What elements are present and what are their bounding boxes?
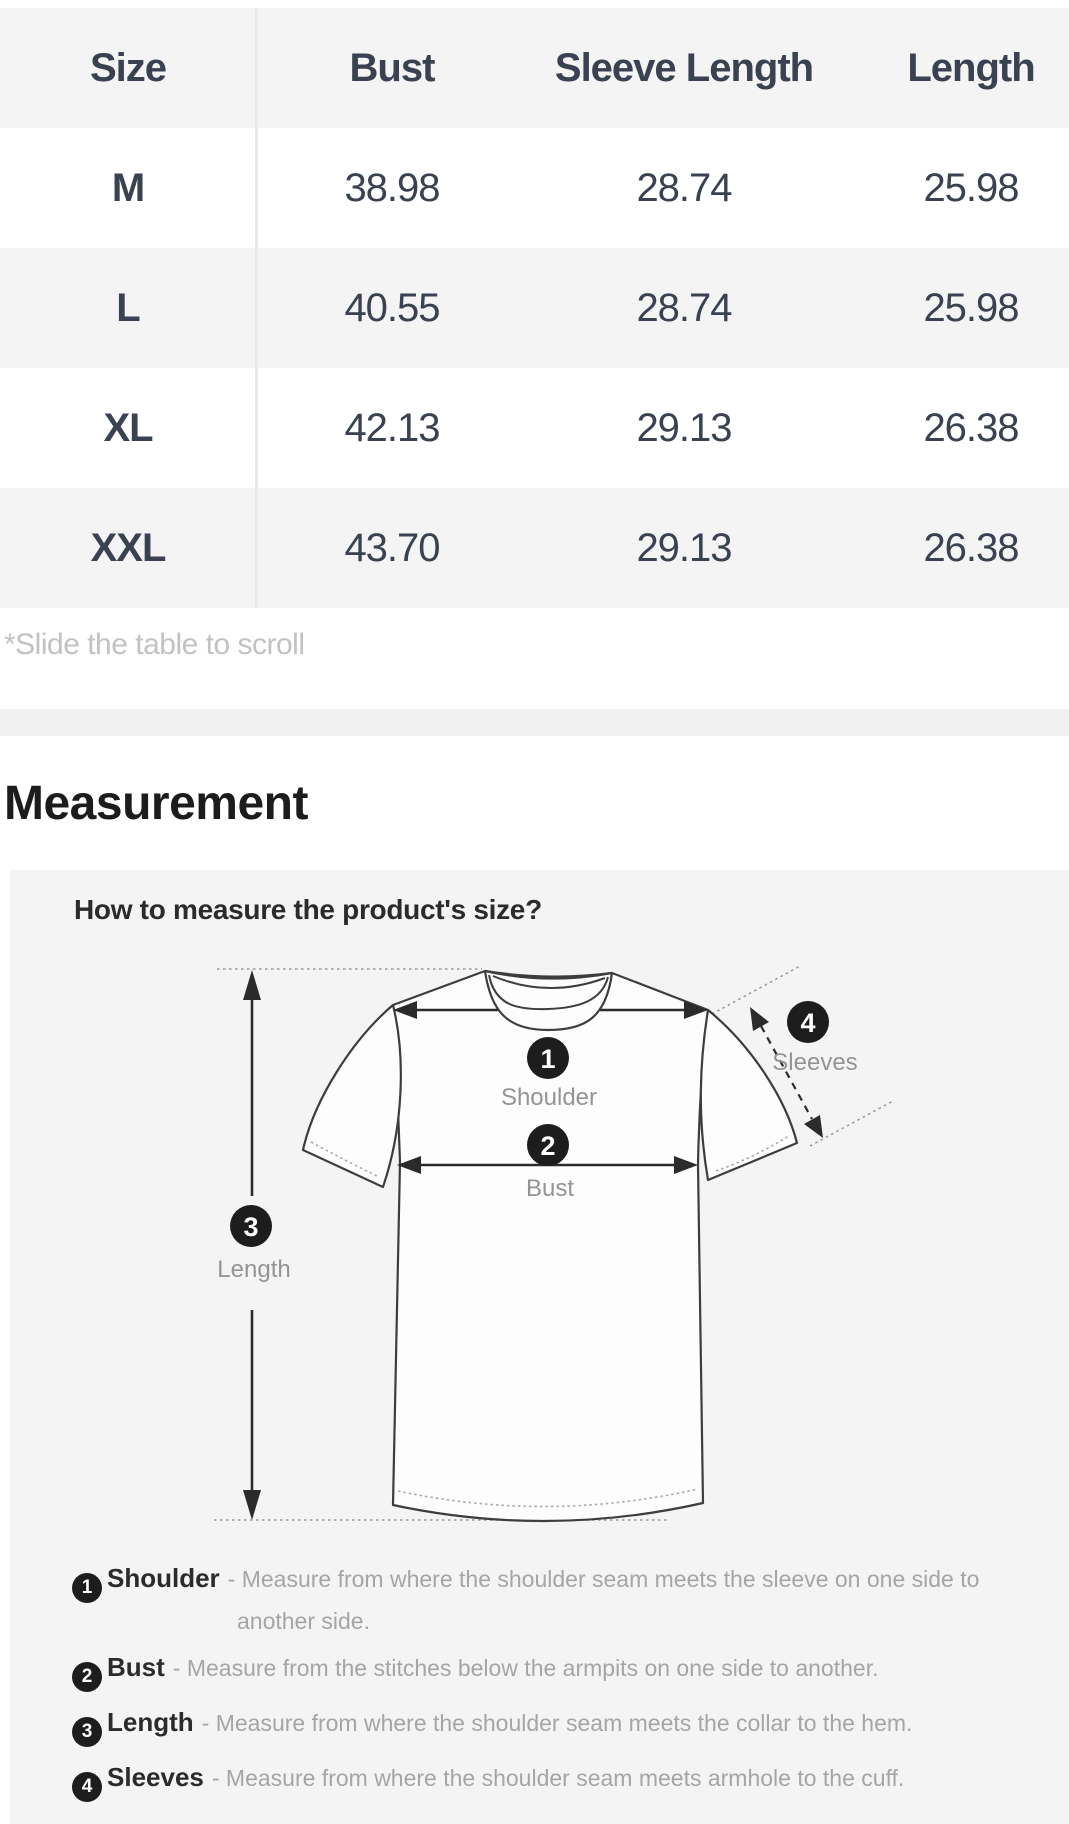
table-header-row: Size Bust Sleeve Length Length	[0, 8, 1069, 128]
instruction-desc: - Measure from the stitches below the ar…	[172, 1655, 879, 1681]
left-cuff-stitch-line	[310, 1141, 380, 1178]
sleeve-arrow	[750, 1007, 823, 1138]
sleeve-guide-top-dotted-line	[711, 965, 801, 1015]
size-value: XXL	[0, 488, 256, 608]
size-table[interactable]: Size Bust Sleeve Length Length M 38.98 2…	[0, 8, 1069, 608]
sleeve-length-value: 29.13	[528, 368, 840, 488]
length-value: 25.98	[840, 248, 1069, 368]
sleeve-length-value: 29.13	[528, 488, 840, 608]
instruction-badge-4-icon: 4	[72, 1772, 102, 1802]
instruction-length: 3 Length - Measure from where the shoulder…	[72, 1706, 1052, 1747]
instruction-sleeves: 4 Sleeves - Measure from where the shoulde…	[72, 1761, 1052, 1802]
length-value: 25.98	[840, 128, 1069, 248]
callout-label-sleeves: Sleeves	[772, 1049, 857, 1076]
right-cuff-stitch-line	[715, 1135, 790, 1172]
callout-label-length: Length	[217, 1256, 290, 1283]
callout-label-shoulder: Shoulder	[501, 1084, 597, 1111]
instruction-desc-line2: another side.	[237, 1608, 370, 1634]
hem-stitch-line	[397, 1488, 699, 1508]
diagram-heading: How to measure the product's size?	[74, 894, 542, 925]
col-header-size: Size	[0, 8, 256, 128]
table-row: M 38.98 28.74 25.98	[0, 128, 1069, 248]
tshirt-body	[391, 969, 710, 1523]
callout-badge-4-icon: 4	[787, 1001, 829, 1043]
sleeve-guide-bottom-dotted-line	[809, 1100, 894, 1147]
instruction-term: Length	[107, 1707, 194, 1737]
instruction-desc: - Measure from where the shoulder seam m…	[201, 1710, 913, 1736]
length-value: 26.38	[840, 488, 1069, 608]
measurement-title: Measurement	[4, 777, 308, 830]
column-divider	[255, 8, 258, 608]
callout-badge-3-icon: 3	[230, 1205, 272, 1247]
instruction-bust: 2 Bust - Measure from the stitches below t…	[72, 1651, 1052, 1692]
instruction-desc: - Measure from where the shoulder seam m…	[211, 1765, 905, 1791]
svg-text:3: 3	[243, 1212, 258, 1242]
measurement-panel: How to measure the product's size?	[10, 870, 1069, 1824]
col-header-length: Length	[840, 8, 1069, 128]
tshirt-collar	[483, 969, 614, 1032]
bust-value: 43.70	[256, 488, 528, 608]
instruction-term: Bust	[107, 1652, 165, 1682]
callout-label-bust: Bust	[526, 1175, 574, 1202]
sleeve-length-value: 28.74	[528, 248, 840, 368]
svg-text:4: 4	[800, 1008, 815, 1038]
size-value: XL	[0, 368, 256, 488]
bust-value: 40.55	[256, 248, 528, 368]
tshirt-right-sleeve	[699, 1008, 799, 1182]
col-header-bust: Bust	[256, 8, 528, 128]
section-divider	[0, 709, 1069, 736]
svg-text:2: 2	[540, 1131, 555, 1161]
table-row: L 40.55 28.74 25.98	[0, 248, 1069, 368]
measure-instructions: 1 Shoulder - Measure from where the should…	[72, 1562, 1052, 1816]
instruction-badge-1-icon: 1	[72, 1573, 102, 1603]
size-table-grid: Size Bust Sleeve Length Length M 38.98 2…	[0, 8, 1069, 608]
table-scroll-hint: *Slide the table to scroll	[4, 628, 305, 661]
tshirt-measure-diagram-icon: 1 Shoulder 2 Bust 3 Length 4 Sleeves	[214, 965, 894, 1523]
table-row: XL 42.13 29.13 26.38	[0, 368, 1069, 488]
bust-value: 42.13	[256, 368, 528, 488]
size-value: L	[0, 248, 256, 368]
length-value: 26.38	[840, 368, 1069, 488]
instruction-term: Shoulder	[107, 1563, 220, 1593]
instruction-desc: - Measure from where the shoulder seam m…	[227, 1566, 980, 1592]
callout-badge-1-icon: 1	[527, 1037, 569, 1079]
tshirt-left-sleeve	[301, 1003, 402, 1189]
instruction-badge-2-icon: 2	[72, 1662, 102, 1692]
size-value: M	[0, 128, 256, 248]
instruction-term: Sleeves	[107, 1762, 204, 1792]
table-row: XXL 43.70 29.13 26.38	[0, 488, 1069, 608]
instruction-badge-3-icon: 3	[72, 1717, 102, 1747]
svg-text:1: 1	[540, 1044, 555, 1074]
callout-badge-2-icon: 2	[527, 1124, 569, 1166]
bust-value: 38.98	[256, 128, 528, 248]
sleeve-length-value: 28.74	[528, 128, 840, 248]
col-header-sleeve-length: Sleeve Length	[528, 8, 840, 128]
length-arrow	[243, 970, 261, 1520]
instruction-shoulder: 1 Shoulder - Measure from where the should…	[72, 1562, 1052, 1637]
